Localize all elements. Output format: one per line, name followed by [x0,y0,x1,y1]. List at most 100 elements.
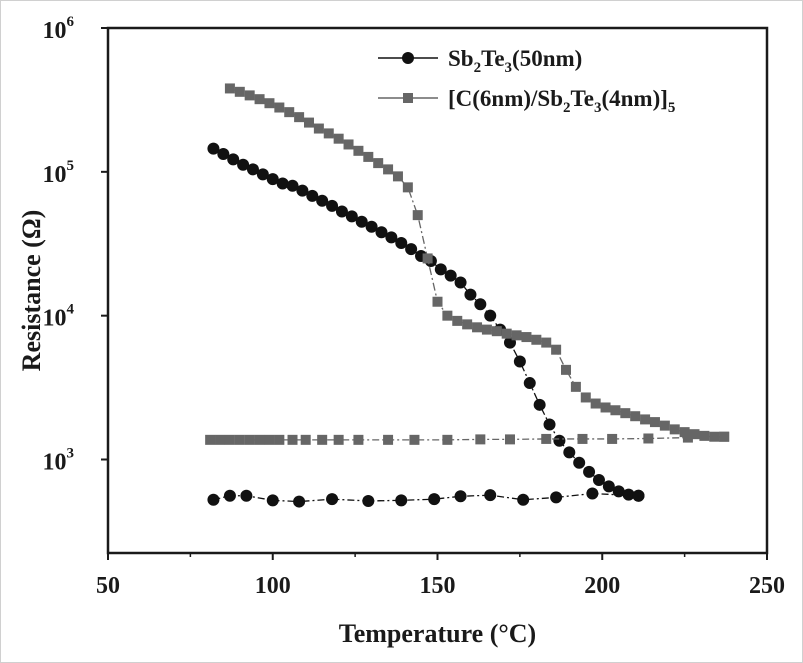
series-2-heating-point [244,90,255,101]
series-2-heating-point [709,431,720,442]
series-1-heating-point [345,210,358,223]
y-tick-base: 10 [43,450,67,476]
series-2-heating-point [373,158,384,169]
series-2-heating-point [570,381,581,392]
series-2-cooling-point [383,434,394,445]
series-2-heating-point [501,328,512,339]
series-1-heating-point [375,226,388,239]
series-1-heating-point [296,184,309,197]
y-axis-label: Resistance (Ω) [17,210,46,372]
series-2-cooling-point [682,432,693,443]
series-2-heating-point [254,94,265,105]
series-2-heating-point [264,98,275,109]
series-1-heating-point [444,269,457,282]
legend-text-part: (4nm)] [601,86,667,111]
series-2-cooling-point [287,434,298,445]
series-1-heating-point [533,398,546,411]
series-1-heating-point [385,231,398,244]
series-2-heating-point [363,151,374,162]
x-axis-label: Temperature (°C) [339,619,536,648]
series-1-cooling-point [395,494,408,507]
series-1-cooling-point [517,493,530,506]
series-1-heating-point [474,298,487,311]
series-2-heating-point [432,296,443,307]
series-1-heating-point [306,189,319,202]
series-2-heating-point [392,171,403,182]
series-2-heating-point [452,315,463,326]
series-1 [207,142,645,508]
series-1-heating-point [454,276,467,289]
series-1-cooling-point [484,489,497,502]
series-1-heating-point [237,158,250,171]
series-1-heating-point [543,418,556,431]
legend-subscript: 2 [563,100,571,116]
series-2-heating-point [521,332,532,343]
series-2-heating-point [313,123,324,134]
series-1-heating-point [217,148,230,161]
series-2-heating-point [462,319,473,330]
series-1-cooling-point [223,489,236,502]
series-2-cooling-point [224,434,235,445]
series-2-heating-point [511,330,522,341]
x-tick-label: 150 [420,573,456,599]
series-1-heating-point [434,263,447,276]
series-1-cooling-point [428,493,441,506]
x-tick-label: 200 [584,573,620,599]
series-1-heating-point [256,168,269,181]
series-2-heating-point [610,405,621,416]
series-2-heating-point [472,322,483,333]
series-2-cooling-point [541,433,552,444]
y-tick-exponent: 5 [67,158,75,174]
series-2-heating-point [580,392,591,403]
series-2-heating-point [669,424,680,435]
series-2-heating-point [333,133,344,144]
series-1-cooling-point [293,495,306,508]
series-2-cooling-point [205,434,216,445]
legend-text-part: Te [571,86,594,111]
series-1-heating-point [513,355,526,368]
series-2-heating-point [659,420,670,431]
series-2-heating-point [303,117,314,128]
series-1-heating-point [553,434,566,447]
series-2-cooling-point [504,434,515,445]
series-2 [205,83,730,445]
series-1-heating-point [523,377,536,390]
series-2-heating-point [689,429,700,440]
y-tick-exponent: 4 [67,302,75,318]
series-1-heating-point [355,215,368,228]
series-2-heating-point [422,253,433,264]
series-1-heating-point [484,309,497,322]
series-2-heating-point [699,430,710,441]
y-tick-exponent: 3 [67,446,75,462]
series-2-heating-point [383,164,394,175]
series-2-heating-point [234,86,245,97]
series-2-heating-point [402,182,413,193]
series-2-cooling-point [244,434,255,445]
legend-subscript: 3 [505,60,513,76]
series-1-heating-point [602,480,615,493]
series-2-cooling-point [274,434,285,445]
series-1-heating-point [573,456,586,469]
series-2-heating-point [343,139,354,150]
x-tick-label: 250 [749,573,785,599]
series-1-heating-point [335,205,348,218]
series-1-heating-point [395,237,408,250]
series-2-heating-point [630,411,641,422]
series-1-heating-point [326,199,339,212]
series-1-cooling-point [454,490,467,503]
series-2-heating-line [229,87,725,438]
series-1-cooling-point [266,494,279,507]
series-1-heating-point [365,220,378,233]
series-2-heating-point [551,344,562,355]
series-2-heating-point [541,337,552,348]
y-tick-label: 106 [43,14,75,44]
legend-text-part: Te [481,46,504,71]
series-2-heating-point [442,310,453,321]
series-2-heating-point [294,112,305,123]
series-1-heating-point [207,142,220,155]
legend-marker [402,52,414,64]
series-1-heating-point [227,153,240,166]
series-2-heating-point [224,83,235,94]
